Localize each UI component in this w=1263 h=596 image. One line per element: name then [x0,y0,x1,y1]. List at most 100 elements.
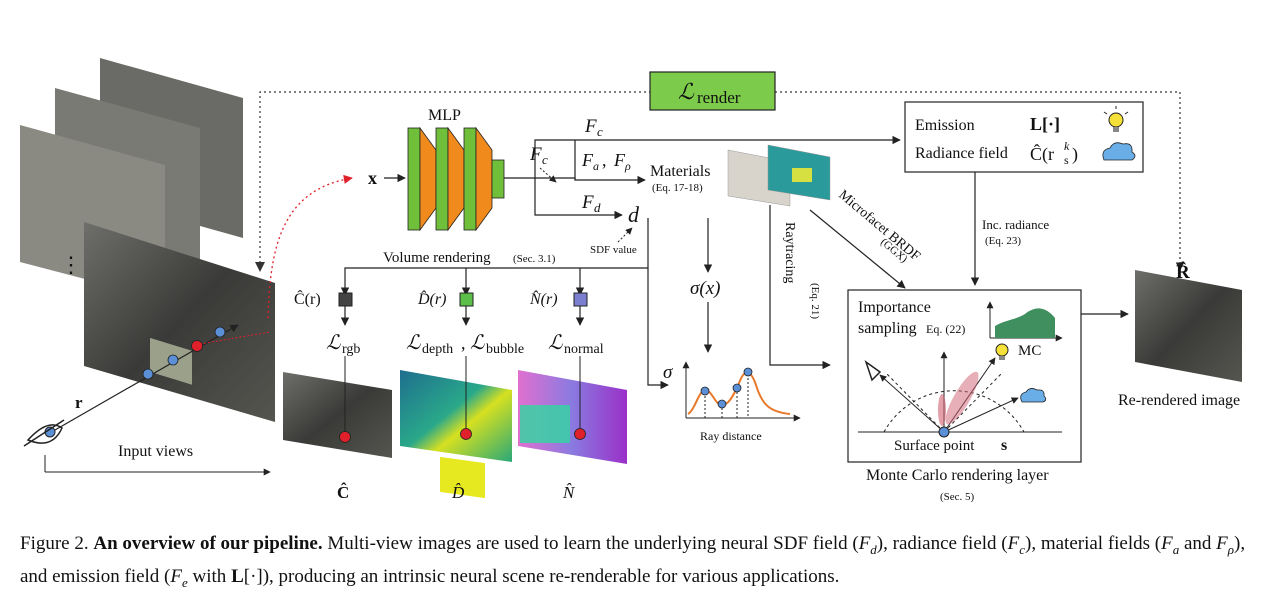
radiance-math-sup: k [1064,139,1070,153]
caption-m2: F [1007,533,1020,554]
n-square [573,292,588,307]
caption-t7: [·]), producing an intrinsic neural scen… [243,565,840,587]
surface-sample-red [191,340,203,352]
caption-t6: with [187,565,232,587]
loss-render-sub: render [697,88,741,107]
caption-m1: F [858,533,871,554]
figure-caption: Figure 2. An overview of our pipeline. M… [20,530,1250,596]
ray-label: r [75,393,83,412]
fd-label: F [581,192,594,213]
d-hat-label: D̂ [451,483,465,502]
radiance-math-close: ) [1072,144,1078,165]
d-r-label: D̂(r) [417,289,446,308]
mc-layer-sec: (Sec. 5) [940,491,975,503]
caption-m2s: c [1019,541,1025,557]
caption-m4s: ρ [1227,541,1235,557]
caption-t2: ), radiance field ( [876,533,1008,554]
x-label: x [368,168,377,188]
l-rgb-sub: rgb [342,342,360,357]
ray-distance-label: Ray distance [700,429,762,443]
sample-to-x-link [267,174,353,319]
rerendered-image [1135,270,1242,382]
emission-math: L[·] [1030,114,1060,134]
comma: , [602,150,607,170]
frho-label: F [613,150,626,170]
caption-prefix: Figure 2. [20,533,89,554]
caption-m1s: d [870,541,877,557]
fa-sub: a [593,159,599,173]
mc-label: MC [1018,343,1041,359]
sigma-label: σ [663,362,673,383]
fc-top-label: F [584,116,597,137]
sample-point-2 [167,354,179,366]
n-r-label: N̂(r) [529,289,558,308]
more-views-dots: ⋮ [60,252,82,277]
fa-label: F [581,150,594,170]
normal-sample-point [574,428,586,440]
rgb-sample-point [339,431,351,443]
fc-label: F [529,144,542,165]
mc-distribution-plot: MC [986,301,1063,359]
input-views-label: Input views [118,443,193,460]
rgb-output-image [283,372,392,458]
surface-point-label: Surface point [894,438,975,454]
input-view-stack: ⋮ [20,58,275,422]
fc-top-sub: c [597,124,603,139]
caption-m5: F [170,565,182,587]
caption-t1: Multi-view images are used to learn the … [322,533,859,554]
pipeline-diagram: ⋮ r Input views ℒ render x MLP F [20,58,1242,503]
raytracing-eq: (Eq. 21) [809,283,821,319]
normal-floor [520,405,570,443]
density-plot: σ Ray distance [663,361,801,443]
input-view-main [84,222,275,422]
caption-bold: An overview of our pipeline. [93,533,323,554]
caption-t5: ), and emission field ( [20,533,1246,587]
loss-render-box [649,71,776,111]
caption-t3: ), material fields ( [1025,533,1162,554]
sample-point-1 [142,368,154,380]
r-hat-label: R̂ [1176,262,1190,283]
eye-icon [23,419,65,447]
n-hat-label: N̂ [562,483,576,502]
c-square [338,292,353,307]
mlp-label: MLP [428,107,461,124]
mlp-network [407,126,505,232]
volume-rendering-sec: (Sec. 3.1) [513,253,556,265]
l-bubble: ℒ [470,332,485,354]
materials-eq: (Eq. 17-18) [652,182,703,194]
roughness-highlight [792,168,812,182]
frho-sub: ρ [624,159,631,173]
depth-output-image [400,370,512,462]
camera-ray: r [54,324,271,431]
inc-radiance-label: Inc. radiance [982,217,1049,232]
depth-sample-point [460,428,472,440]
inc-radiance-eq: (Eq. 23) [985,235,1021,247]
radiance-math-sub: s [1064,153,1069,167]
l-normal: ℒ [548,332,563,354]
importance-eq: Eq. (22) [926,322,965,336]
loss-comma: , [461,333,466,353]
c-r-label: Ĉ(r) [294,289,321,308]
caption-m3: F [1161,533,1173,554]
volume-rendering-label: Volume rendering [383,250,491,266]
sampling-label: sampling [858,320,917,337]
sigma-x-label: σ(x) [690,278,720,299]
surface-point-dot [938,426,950,438]
caption-m4: F [1216,533,1228,554]
lightbulb-icon [1103,106,1129,132]
materials-label: Materials [650,163,710,180]
loss-render-symbol: ℒ [678,79,695,104]
l-normal-sub: normal [564,342,604,357]
radiance-field-label: Radiance field [915,145,1008,162]
c-hat-label: Ĉ [337,482,349,502]
caption-m3s: a [1172,541,1180,557]
caption-m6: L [231,565,244,587]
microfacet-label: Microfacet BRDF [835,188,923,265]
raytracing-label: Raytracing [782,222,797,283]
camera-icon [864,360,882,382]
mc-lightbulb-icon [995,343,1009,360]
surface-point-math: s [1001,437,1007,454]
l-depth-sub: depth [422,342,453,357]
l-bubble-sub: bubble [486,342,524,357]
fd-sub: d [594,200,601,215]
